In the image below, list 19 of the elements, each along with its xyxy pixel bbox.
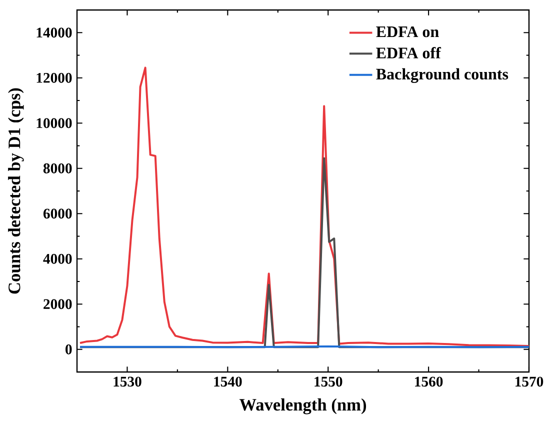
x-tick-label: 1540 xyxy=(214,376,242,387)
y-tick-label: 10000 xyxy=(36,118,72,128)
y-tick-label: 14000 xyxy=(36,28,72,38)
x-tick-label: 1530 xyxy=(114,376,142,387)
x-tick-label: 1550 xyxy=(314,376,342,387)
y-tick-label: 2000 xyxy=(44,299,72,310)
y-tick-label: 12000 xyxy=(36,72,72,83)
y-tick-label: 6000 xyxy=(43,208,72,219)
x-tick-label: 1560 xyxy=(415,376,443,387)
legend-label: EDFA on xyxy=(376,26,439,38)
x-axis-title: Wavelength (nm) xyxy=(239,398,366,414)
y-tick-label: 4000 xyxy=(43,254,72,264)
y-tick-label: 8000 xyxy=(43,163,72,174)
y-axis-title: Counts detected by D1 (cps) xyxy=(8,88,24,294)
y-tick-label: 0 xyxy=(66,344,72,354)
line-series xyxy=(79,66,529,347)
x-tick-label: 1570 xyxy=(515,376,544,387)
legend-label: EDFA off xyxy=(376,47,442,58)
legend-label: Background counts xyxy=(376,68,508,83)
